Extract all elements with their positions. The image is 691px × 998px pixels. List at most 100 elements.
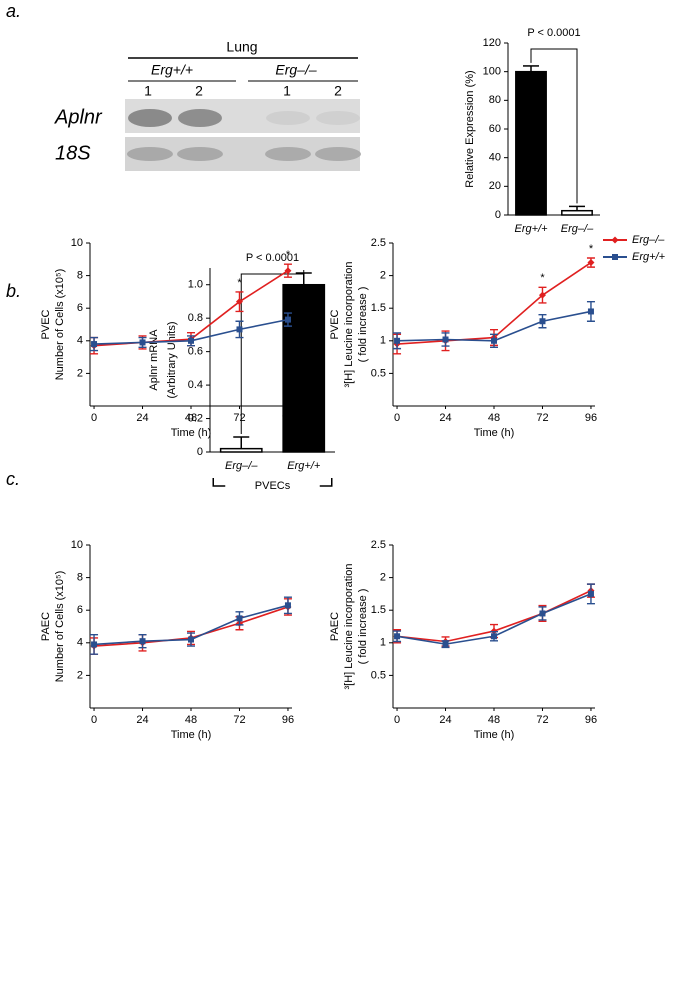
- band: [127, 147, 173, 161]
- x-tick-label: 0: [91, 412, 97, 424]
- x-tick-label: 72: [536, 412, 548, 424]
- annotation: P < 0.0001: [246, 252, 299, 264]
- y-tick-label: 8: [77, 270, 83, 282]
- y-tick-label: 2: [77, 669, 83, 681]
- x-tick-label: 0: [394, 714, 400, 726]
- y-axis-label: ( fold increase ): [357, 589, 369, 665]
- significance-mark: *: [540, 272, 545, 284]
- x-axis-label: Time (h): [171, 729, 212, 741]
- x-tick-label: 24: [439, 412, 451, 424]
- x-tick-label: 0: [91, 714, 97, 726]
- legend-marker: [612, 254, 618, 260]
- y-tick-label: 2: [380, 270, 386, 282]
- marker: [139, 339, 146, 346]
- y-tick-label: 20: [489, 180, 501, 192]
- y-tick-label: 120: [483, 37, 501, 49]
- marker: [442, 641, 449, 648]
- y-axis-label: (Arbitrary Units): [166, 321, 178, 398]
- y-axis-label: Number of Cells (x10⁵): [54, 571, 66, 683]
- blot: Lung Erg+/+ Erg–/– 1 2 1 2 Aplnr 18S: [54, 39, 361, 171]
- y-tick-label: 0.5: [371, 669, 386, 681]
- marker: [235, 298, 243, 306]
- legend-marker: [611, 236, 619, 244]
- marker: [236, 326, 243, 333]
- significance-mark: *: [286, 249, 291, 261]
- y-tick-label: 0: [495, 209, 501, 221]
- x-tick-label: 72: [233, 714, 245, 726]
- x-axis-label: Time (h): [474, 427, 515, 439]
- y-tick-label: 2.5: [371, 237, 386, 249]
- marker: [538, 291, 546, 299]
- y-tick-label: 0.8: [188, 312, 203, 324]
- marker: [539, 318, 546, 325]
- y-tick-label: 40: [489, 152, 501, 164]
- significance-mark: *: [589, 243, 594, 255]
- y-axis-label: Number of Cells (x10⁵): [54, 269, 66, 381]
- marker: [394, 633, 401, 640]
- y-axis-label: PAEC: [40, 612, 52, 641]
- y-axis-label: PVEC: [40, 309, 52, 339]
- y-tick-label: 1.5: [371, 302, 386, 314]
- y-tick-label: 1: [380, 637, 386, 649]
- blot-group: Erg–/–: [275, 62, 316, 78]
- x-axis-label: Time (h): [474, 729, 515, 741]
- marker: [91, 341, 98, 348]
- legend-label: Erg+/+: [632, 251, 666, 263]
- y-tick-label: 80: [489, 94, 501, 106]
- marker: [587, 259, 595, 267]
- y-tick-label: 10: [71, 237, 83, 249]
- marker: [587, 590, 594, 597]
- group-label: PVECs: [255, 480, 291, 492]
- x-tick-label: Erg+/+: [287, 460, 321, 472]
- lane: 2: [334, 83, 342, 99]
- annotation: P < 0.0001: [527, 27, 580, 39]
- x-tick-label: 96: [282, 714, 294, 726]
- x-tick-label: 48: [488, 714, 500, 726]
- y-axis-label: Relative Expression (%): [464, 70, 476, 187]
- panel-label: b.: [6, 281, 21, 301]
- y-tick-label: 4: [77, 335, 83, 347]
- lane: 1: [283, 83, 291, 99]
- y-tick-label: 8: [77, 572, 83, 584]
- band: [128, 109, 172, 127]
- lane: 2: [195, 83, 203, 99]
- bar: [219, 447, 263, 453]
- y-tick-label: 1.0: [188, 279, 203, 291]
- y-tick-label: 2.5: [371, 539, 386, 551]
- x-axis-label: Time (h): [171, 427, 212, 439]
- y-tick-label: 2: [77, 367, 83, 379]
- marker: [491, 337, 497, 344]
- x-tick-label: 72: [536, 714, 548, 726]
- y-tick-label: 0.2: [188, 412, 203, 424]
- y-axis-label: PVEC: [329, 309, 341, 339]
- band: [316, 111, 360, 125]
- band: [315, 147, 361, 161]
- x-tick-label: 24: [136, 412, 148, 424]
- marker: [539, 610, 546, 617]
- x-tick-label: 96: [585, 714, 597, 726]
- marker: [139, 638, 146, 645]
- y-tick-label: 100: [483, 66, 501, 78]
- x-tick-label: 24: [439, 714, 451, 726]
- y-axis-label: ³[H] Leucine incorporation: [343, 262, 355, 388]
- x-tick-label: Erg–/–: [225, 460, 258, 472]
- marker: [284, 602, 291, 609]
- y-tick-label: 1.5: [371, 604, 386, 616]
- y-tick-label: 4: [77, 637, 83, 649]
- marker: [284, 316, 291, 323]
- x-tick-label: 48: [185, 412, 197, 424]
- x-tick-label: 48: [488, 412, 500, 424]
- marker: [236, 615, 243, 622]
- significance-mark: *: [237, 277, 242, 289]
- x-tick-label: 72: [233, 412, 245, 424]
- bar: [515, 70, 547, 216]
- x-tick-label: 96: [282, 412, 294, 424]
- lane: 1: [144, 83, 152, 99]
- x-tick-label: 48: [185, 714, 197, 726]
- x-tick-label: 0: [394, 412, 400, 424]
- y-tick-label: 0: [197, 446, 203, 458]
- y-tick-label: 10: [71, 539, 83, 551]
- bar: [561, 209, 593, 216]
